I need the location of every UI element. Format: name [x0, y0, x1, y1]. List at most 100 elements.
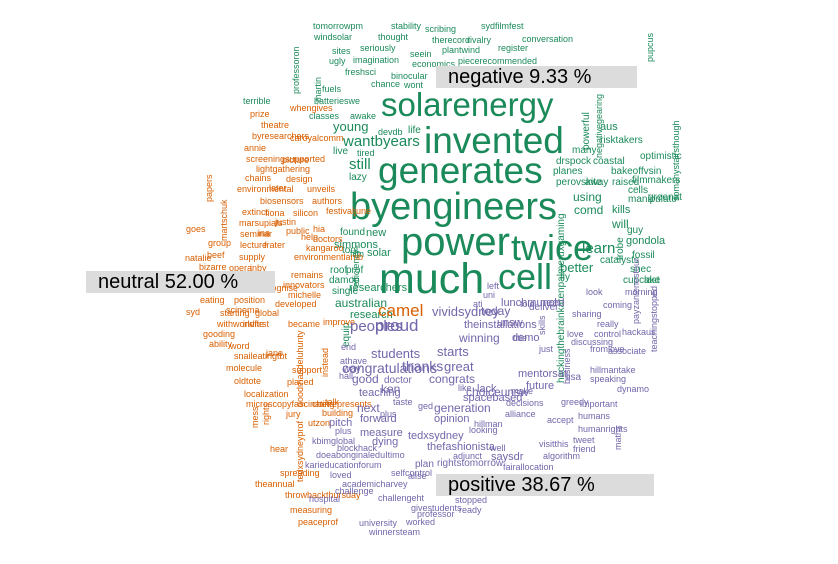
word-alise: alise — [408, 471, 427, 481]
word-research: research — [350, 309, 393, 321]
word-congrats: congrats — [429, 372, 476, 386]
word-comd: comd — [574, 203, 604, 217]
word-dynamo: dynamo — [617, 384, 650, 394]
word-tomorrowpm: tomorrowpm — [313, 21, 364, 31]
word-camel: camel — [378, 301, 424, 320]
word-raised: raised — [612, 177, 640, 188]
word-seminar: seminar — [240, 229, 273, 239]
word-utzon: utzon — [308, 418, 331, 428]
word-fossil: fossil — [632, 250, 655, 261]
word-molecule: molecule — [226, 363, 263, 373]
word-using: using — [573, 190, 602, 204]
word-public: public — [286, 226, 310, 236]
word-ready: ready — [459, 505, 482, 515]
word-humans: humans — [578, 411, 611, 421]
word-improve: improve — [323, 317, 356, 327]
word-visitthis: visitthis — [539, 439, 569, 449]
word-marsupials: marsupials — [239, 218, 283, 228]
word-selfcontrol: selfcontrol — [391, 468, 433, 478]
word-goes: goes — [186, 224, 206, 234]
word-title: title — [513, 333, 528, 343]
word-today: today — [481, 304, 511, 318]
word-inby: inby — [250, 263, 267, 273]
word-snaileatingtbt: snaileatingtbt — [234, 351, 288, 361]
word-ken: ken — [381, 382, 401, 396]
word-starts: starts — [437, 344, 469, 359]
word-prof: prof — [346, 265, 364, 276]
word-wont: wont — [404, 80, 424, 90]
word-developed: developed — [275, 299, 317, 309]
word-kangaroo: kangaroo — [306, 243, 344, 253]
word-taste: taste — [393, 397, 413, 407]
word-invite: invite — [243, 319, 265, 329]
word-rightstomorrow: rightstomorrow — [437, 458, 504, 469]
word-generation: generation — [434, 401, 491, 415]
word-forward: forward — [360, 413, 397, 425]
word-looking: looking — [469, 425, 498, 435]
word-jane: jane — [266, 348, 284, 358]
word-building: building — [322, 408, 354, 418]
word-doeabonginaleduitimo: doeabonginaleduItimo — [316, 450, 405, 460]
neutral-percentage-label: neutral 52.00 % — [86, 271, 275, 293]
word-tedxsydney: tedxsydney — [408, 430, 464, 442]
word-lightgathering: lightgathering — [256, 164, 311, 174]
word-bizarre: bizarre — [199, 262, 227, 272]
word-chetrepresents: chetrepresents — [312, 399, 372, 409]
word-guy: guy — [627, 225, 644, 236]
word-lack: lack — [477, 383, 497, 395]
word-lecture: lecture — [240, 240, 268, 250]
word-martin: martin — [313, 76, 323, 102]
word-innovators: innovators — [283, 280, 325, 290]
word-twice: twice — [511, 227, 594, 268]
word-look: look — [586, 287, 603, 297]
word-much: much — [379, 255, 485, 303]
word-teaching: teaching — [359, 387, 401, 399]
word-thought: thought — [378, 32, 409, 42]
word-martschuk: martschuk — [219, 198, 229, 241]
word-coming: coming — [603, 300, 633, 310]
word-opinion: opinion — [434, 413, 470, 425]
word-great: great — [444, 359, 474, 374]
word-tool: tool — [342, 245, 359, 256]
word-chains: chains — [245, 173, 272, 183]
word-fuels: fuels — [322, 84, 342, 94]
word-good: good — [352, 372, 379, 386]
word-hall: hall — [339, 371, 354, 381]
word-manipulate: manipulate — [628, 194, 677, 205]
word-worked: worked — [406, 517, 436, 527]
word-gondola: gondola — [626, 235, 666, 247]
word-future: future — [526, 380, 555, 392]
word-university: university — [359, 518, 398, 528]
word-young: young — [333, 119, 369, 134]
word-sydfilmfest: sydfilmfest — [481, 21, 524, 31]
word-stopped: stopped — [455, 495, 488, 505]
word-make: make — [511, 386, 534, 396]
word-frater: frater — [264, 240, 286, 250]
word-demo: demo — [512, 332, 540, 344]
word-adjunct: adjunct — [453, 451, 483, 461]
word-important: important — [580, 399, 618, 409]
word-australian: australian — [335, 296, 388, 310]
word-position: position — [234, 295, 266, 305]
word-powerful: powerful — [581, 112, 592, 150]
word-mentorsat: mentorsat — [518, 368, 567, 380]
word-vividsydney: vividsydney — [432, 304, 500, 319]
negative-percentage-label: negative 9.33 % — [436, 66, 637, 88]
word-ability: ability — [209, 339, 233, 349]
word-peaceprof: peaceprof — [298, 517, 339, 527]
word-ati: ati — [473, 299, 483, 309]
word-spreading: spreading — [280, 468, 320, 478]
word-accept: accept — [547, 415, 574, 425]
word-design: design — [286, 174, 313, 184]
word-imagination: imagination — [353, 55, 400, 65]
word-power: power — [401, 220, 510, 264]
word-love: love — [567, 329, 584, 339]
word-greenat: greenat — [648, 192, 682, 203]
word-professoron: professoron — [291, 45, 301, 94]
word-karieducationforum: karieducationforum — [305, 460, 382, 470]
word-algorithm: algorithm — [543, 451, 581, 461]
word-plan: plan — [415, 459, 434, 470]
word-eating: eating — [200, 295, 225, 305]
word-live: live — [333, 146, 349, 157]
